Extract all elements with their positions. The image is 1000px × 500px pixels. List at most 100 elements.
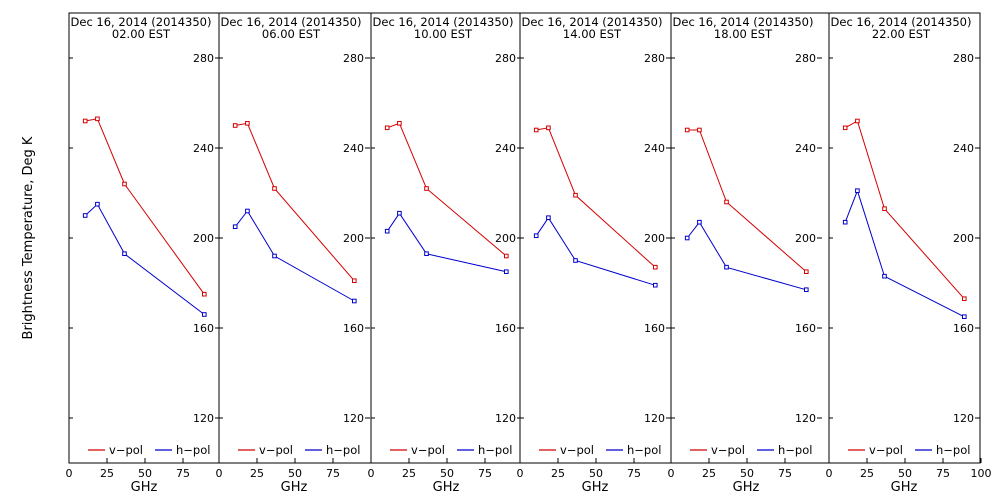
x-tick-label: 0	[66, 467, 73, 480]
y-tick-label: 160	[953, 322, 974, 335]
data-point-vpol	[962, 296, 967, 301]
series-line-hpol	[234, 210, 355, 302]
x-tick-label: 75	[936, 467, 950, 480]
x-axis-title: GHz	[433, 480, 460, 495]
y-tick-label: 160	[193, 322, 214, 335]
data-point-hpol	[397, 210, 402, 216]
series-line-vpol	[85, 118, 205, 295]
legend-label-vpol: v−pol	[259, 443, 293, 457]
data-point-vpol	[697, 127, 702, 133]
data-point-vpol	[384, 125, 390, 131]
data-point-vpol	[245, 121, 250, 126]
data-point-hpol	[962, 314, 967, 319]
y-tick-label: 200	[644, 232, 665, 245]
x-tick-label: 50	[740, 467, 754, 480]
legend: v−pol h−pol	[690, 443, 812, 457]
y-tick-label: 240	[953, 142, 974, 155]
data-point-hpol	[272, 253, 277, 259]
x-tick-label: 25	[702, 467, 716, 480]
x-tick-label: 50	[589, 467, 603, 480]
data-point-vpol	[424, 186, 429, 191]
data-point-vpol	[82, 118, 88, 124]
legend-label-hpol: h−pol	[627, 443, 661, 457]
data-point-vpol	[95, 116, 100, 122]
data-point-hpol	[232, 224, 238, 229]
panel-title-date: Dec 16, 2014 (2014350)	[373, 15, 514, 29]
data-point-hpol	[82, 213, 88, 218]
y-tick-label: 280	[795, 52, 816, 65]
y-tick-label: 200	[343, 232, 364, 245]
y-tick-label: 240	[495, 142, 516, 155]
x-axis-title: GHz	[281, 480, 308, 495]
panel-1: Dec 16, 2014 (2014350)02.00 EST 120 160 200…	[66, 15, 220, 495]
x-tick-label: 75	[627, 467, 641, 480]
series-line-hpol	[844, 189, 965, 318]
legend-label-vpol: v−pol	[869, 443, 903, 457]
legend: v−pol h−pol	[390, 443, 512, 457]
y-tick-label: 160	[644, 322, 665, 335]
x-tick-label: 100	[971, 467, 992, 480]
x-tick-label: 50	[288, 467, 302, 480]
data-point-vpol	[533, 127, 539, 133]
x-tick-label: 25	[250, 467, 264, 480]
panel-title-date: Dec 16, 2014 (2014350)	[831, 15, 972, 29]
panel-title-date: Dec 16, 2014 (2014350)	[221, 15, 362, 29]
data-point-hpol	[855, 188, 860, 193]
data-point-hpol	[804, 287, 809, 292]
legend-label-vpol: v−pol	[109, 443, 143, 457]
panel-title-time: 06.00 EST	[262, 27, 321, 41]
x-tick-label: 75	[326, 467, 340, 480]
data-point-hpol	[697, 219, 702, 225]
y-tick-label: 160	[343, 322, 364, 335]
panel-3: Dec 16, 2014 (2014350)10.00 EST 120 160 200…	[368, 13, 522, 495]
data-point-hpol	[352, 298, 357, 304]
data-point-hpol	[245, 208, 250, 214]
series-line-vpol	[536, 127, 656, 268]
data-point-vpol	[882, 206, 887, 211]
y-tick-label: 240	[343, 142, 364, 155]
legend-label-vpol: v−pol	[411, 443, 445, 457]
panel-title-date: Dec 16, 2014 (2014350)	[71, 15, 212, 29]
data-point-vpol	[684, 127, 690, 133]
y-tick-label: 240	[193, 142, 214, 155]
data-point-hpol	[122, 251, 127, 256]
panel-title-time: 02.00 EST	[112, 27, 171, 41]
panel-6: Dec 16, 2014 (2014350)22.00 EST 120 160 200…	[826, 13, 992, 495]
panel-title-time: 22.00 EST	[872, 27, 931, 41]
data-point-vpol	[202, 291, 207, 297]
data-point-vpol	[804, 269, 809, 274]
y-tick-label: 160	[795, 322, 816, 335]
data-point-vpol	[504, 253, 509, 259]
series-line-hpol	[535, 216, 656, 286]
data-point-hpol	[533, 233, 539, 238]
y-tick-label: 200	[495, 232, 516, 245]
panel-title-time: 14.00 EST	[563, 27, 622, 41]
data-point-hpol	[573, 258, 578, 263]
y-tick-label: 280	[495, 52, 516, 65]
y-tick-label: 120	[795, 412, 816, 425]
x-tick-label: 25	[100, 467, 114, 480]
legend-label-vpol: v−pol	[711, 443, 745, 457]
data-point-hpol	[424, 251, 429, 256]
x-axis-title: GHz	[131, 480, 158, 495]
legend-label-hpol: h−pol	[326, 443, 360, 457]
y-tick-label: 280	[193, 52, 214, 65]
panel-title-time: 18.00 EST	[714, 27, 773, 41]
x-tick-label: 0	[216, 467, 223, 480]
legend: v−pol h−pol	[848, 443, 970, 457]
data-point-vpol	[724, 199, 729, 205]
y-tick-label: 280	[644, 52, 665, 65]
legend: v−pol h−pol	[88, 443, 210, 457]
data-point-hpol	[684, 235, 690, 241]
panel-title-time: 10.00 EST	[414, 27, 473, 41]
panels-group: Dec 16, 2014 (2014350)02.00 EST120160200…	[66, 12, 992, 495]
y-tick-label: 120	[193, 412, 214, 425]
x-tick-label: 0	[368, 467, 375, 480]
data-point-vpol	[397, 121, 402, 126]
series-line-vpol	[844, 120, 965, 300]
legend-label-hpol: h−pol	[778, 443, 812, 457]
x-tick-label: 75	[778, 467, 792, 480]
data-point-vpol	[573, 192, 578, 198]
x-tick-label: 0	[517, 467, 524, 480]
